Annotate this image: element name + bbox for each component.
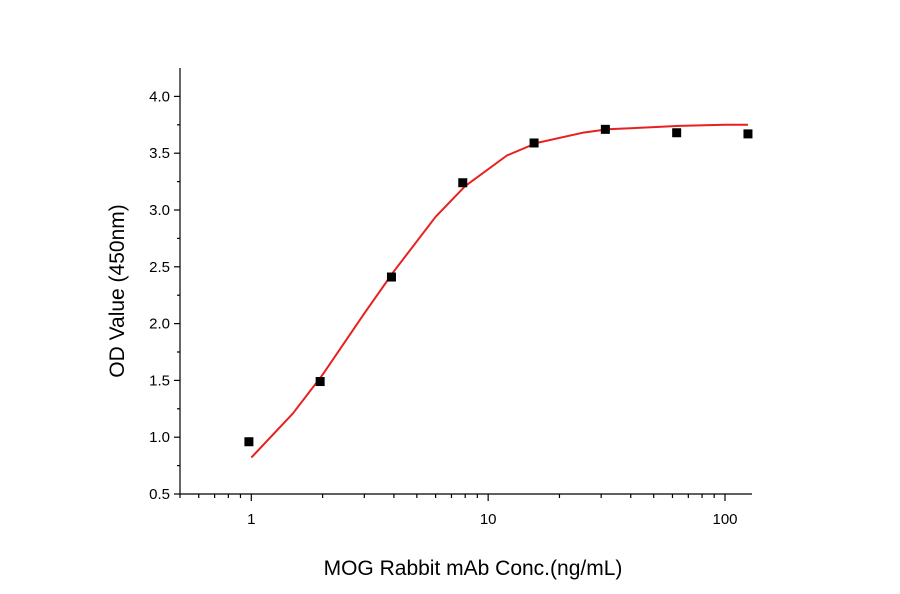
x-ticks: 1 10 100 (179, 494, 738, 528)
x-tick-label: 1 (247, 511, 255, 528)
data-point (743, 129, 753, 139)
y-tick-label: 3.0 (149, 202, 170, 219)
y-tick-label: 1.5 (149, 372, 170, 389)
axes (179, 68, 752, 495)
data-point (386, 272, 396, 282)
data-point (315, 377, 325, 387)
x-tick-label: 10 (480, 511, 497, 528)
data-point (600, 124, 610, 134)
data-point (244, 437, 254, 447)
x-tick-label: 100 (712, 511, 737, 528)
fit-curve (250, 123, 748, 459)
y-tick-label: 0.5 (149, 486, 170, 503)
y-tick-label: 2.5 (149, 259, 170, 276)
data-point (672, 128, 682, 138)
y-tick-label: 1.0 (149, 429, 170, 446)
data-point (458, 178, 468, 188)
y-tick-label: 2.0 (149, 316, 170, 333)
data-point (529, 138, 539, 148)
y-ticks: 0.5 1.0 1.5 2.0 2.5 3.0 3.5 4.0 (149, 88, 180, 503)
plot-area (244, 123, 753, 459)
x-axis-title: MOG Rabbit mAb Conc.(ng/mL) (324, 557, 623, 580)
y-tick-label: 3.5 (149, 145, 170, 162)
y-axis-title: OD Value (450nm) (106, 204, 129, 378)
y-tick-label: 4.0 (149, 88, 170, 105)
